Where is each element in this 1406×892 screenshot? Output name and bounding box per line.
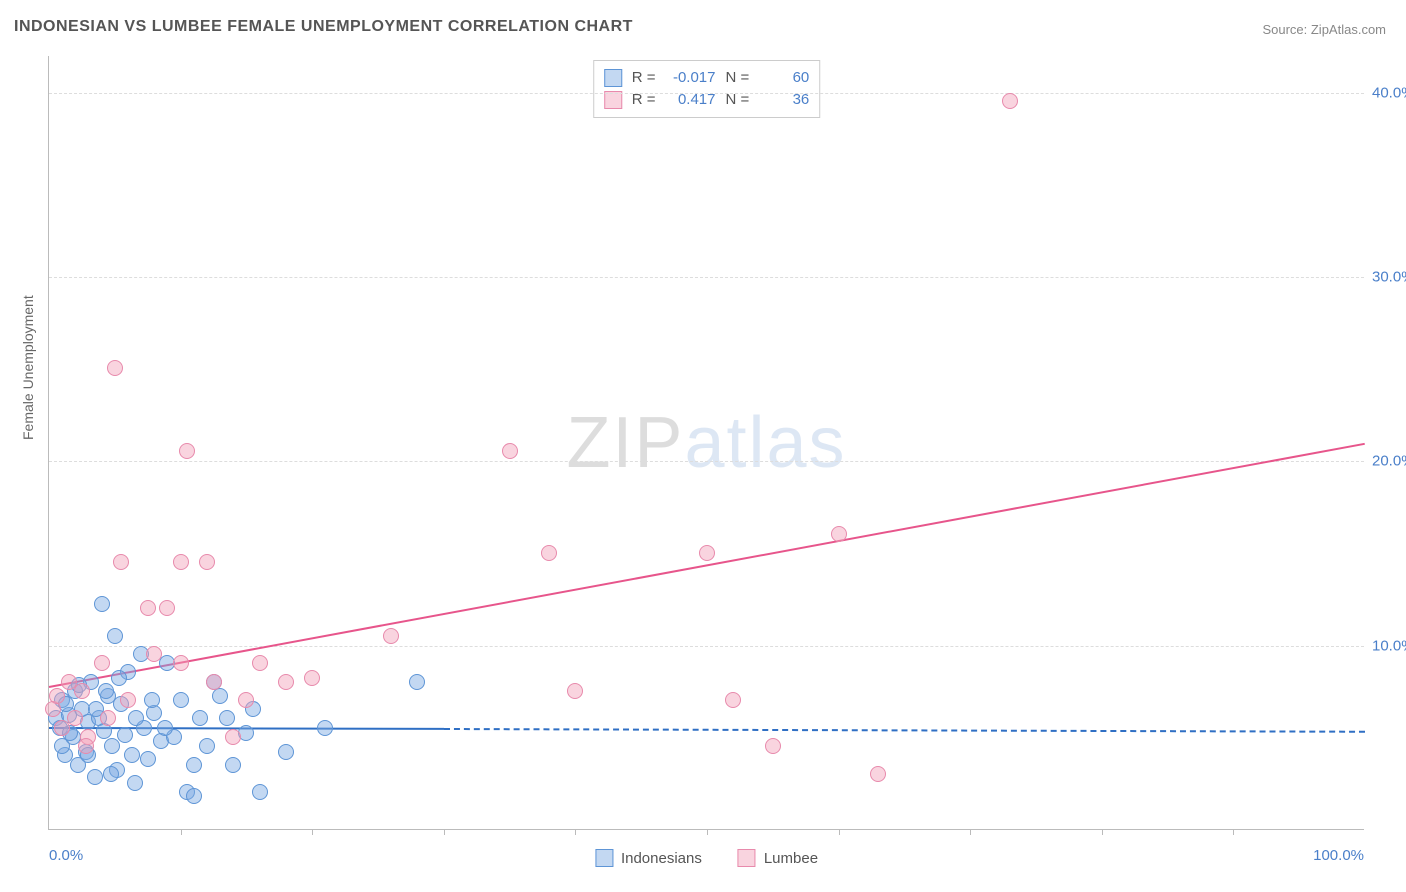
trend-line — [49, 443, 1365, 688]
data-point-lumbee — [206, 674, 222, 690]
source-label: Source: ZipAtlas.com — [1262, 22, 1386, 37]
x-tick — [1102, 829, 1103, 835]
swatch-indonesians — [604, 69, 622, 87]
data-point-indonesians — [225, 757, 241, 773]
data-point-lumbee — [113, 554, 129, 570]
data-point-indonesians — [117, 727, 133, 743]
x-tick — [707, 829, 708, 835]
data-point-lumbee — [146, 646, 162, 662]
n-value-indonesians: 60 — [759, 67, 809, 89]
data-point-lumbee — [94, 655, 110, 671]
data-point-lumbee — [199, 554, 215, 570]
data-point-lumbee — [541, 545, 557, 561]
data-point-indonesians — [409, 674, 425, 690]
x-tick — [444, 829, 445, 835]
data-point-indonesians — [98, 683, 114, 699]
r-value-indonesians: -0.017 — [666, 67, 716, 89]
data-point-lumbee — [870, 766, 886, 782]
data-point-lumbee — [765, 738, 781, 754]
data-point-lumbee — [107, 360, 123, 376]
gridline — [49, 646, 1364, 647]
data-point-lumbee — [74, 683, 90, 699]
data-point-lumbee — [100, 710, 116, 726]
x-tick — [1233, 829, 1234, 835]
data-point-indonesians — [219, 710, 235, 726]
data-point-lumbee — [179, 443, 195, 459]
data-point-lumbee — [78, 738, 94, 754]
data-point-indonesians — [317, 720, 333, 736]
y-tick-label: 20.0% — [1372, 453, 1406, 470]
watermark-zip: ZIP — [566, 403, 684, 483]
data-point-indonesians — [173, 692, 189, 708]
data-point-indonesians — [104, 738, 120, 754]
data-point-indonesians — [107, 628, 123, 644]
data-point-indonesians — [278, 744, 294, 760]
data-point-indonesians — [186, 757, 202, 773]
data-point-lumbee — [252, 655, 268, 671]
watermark: ZIPatlas — [566, 402, 846, 484]
data-point-indonesians — [111, 670, 127, 686]
y-tick-label: 10.0% — [1372, 637, 1406, 654]
data-point-indonesians — [252, 784, 268, 800]
data-point-lumbee — [1002, 93, 1018, 109]
n-label: N = — [726, 67, 750, 89]
y-tick-label: 40.0% — [1372, 84, 1406, 101]
data-point-indonesians — [140, 751, 156, 767]
data-point-indonesians — [157, 720, 173, 736]
x-tick — [181, 829, 182, 835]
data-point-indonesians — [199, 738, 215, 754]
data-point-indonesians — [192, 710, 208, 726]
data-point-lumbee — [67, 710, 83, 726]
x-tick — [312, 829, 313, 835]
data-point-indonesians — [212, 688, 228, 704]
data-point-lumbee — [120, 692, 136, 708]
trend-line-dashed — [444, 728, 1365, 733]
y-tick-label: 30.0% — [1372, 269, 1406, 286]
data-point-lumbee — [725, 692, 741, 708]
x-tick — [839, 829, 840, 835]
watermark-atlas: atlas — [684, 403, 846, 483]
x-max-label: 100.0% — [1313, 847, 1364, 864]
data-point-lumbee — [159, 600, 175, 616]
legend-correlation: R = -0.017 N = 60 R = 0.417 N = 36 — [593, 60, 821, 118]
gridline — [49, 93, 1364, 94]
data-point-indonesians — [144, 692, 160, 708]
x-tick — [970, 829, 971, 835]
x-min-label: 0.0% — [49, 847, 83, 864]
data-point-lumbee — [173, 655, 189, 671]
data-point-lumbee — [383, 628, 399, 644]
data-point-indonesians — [186, 788, 202, 804]
data-point-lumbee — [225, 729, 241, 745]
data-point-lumbee — [304, 670, 320, 686]
x-axis-labels: 0.0% 100.0% — [49, 835, 1364, 855]
y-axis-label: Female Unemployment — [20, 295, 36, 440]
data-point-lumbee — [140, 600, 156, 616]
data-point-indonesians — [94, 596, 110, 612]
data-point-indonesians — [124, 747, 140, 763]
legend-row-indonesians: R = -0.017 N = 60 — [604, 67, 810, 89]
data-point-lumbee — [502, 443, 518, 459]
data-point-lumbee — [831, 526, 847, 542]
data-point-lumbee — [173, 554, 189, 570]
chart-title: INDONESIAN VS LUMBEE FEMALE UNEMPLOYMENT… — [14, 18, 633, 36]
data-point-lumbee — [567, 683, 583, 699]
data-point-lumbee — [238, 692, 254, 708]
data-point-indonesians — [103, 766, 119, 782]
data-point-indonesians — [87, 769, 103, 785]
x-tick — [575, 829, 576, 835]
data-point-lumbee — [699, 545, 715, 561]
r-label: R = — [632, 67, 656, 89]
data-point-lumbee — [278, 674, 294, 690]
gridline — [49, 461, 1364, 462]
data-point-lumbee — [49, 688, 65, 704]
gridline — [49, 277, 1364, 278]
plot-area: ZIPatlas R = -0.017 N = 60 R = 0.417 N =… — [48, 56, 1364, 830]
data-point-indonesians — [127, 775, 143, 791]
data-point-indonesians — [128, 710, 144, 726]
